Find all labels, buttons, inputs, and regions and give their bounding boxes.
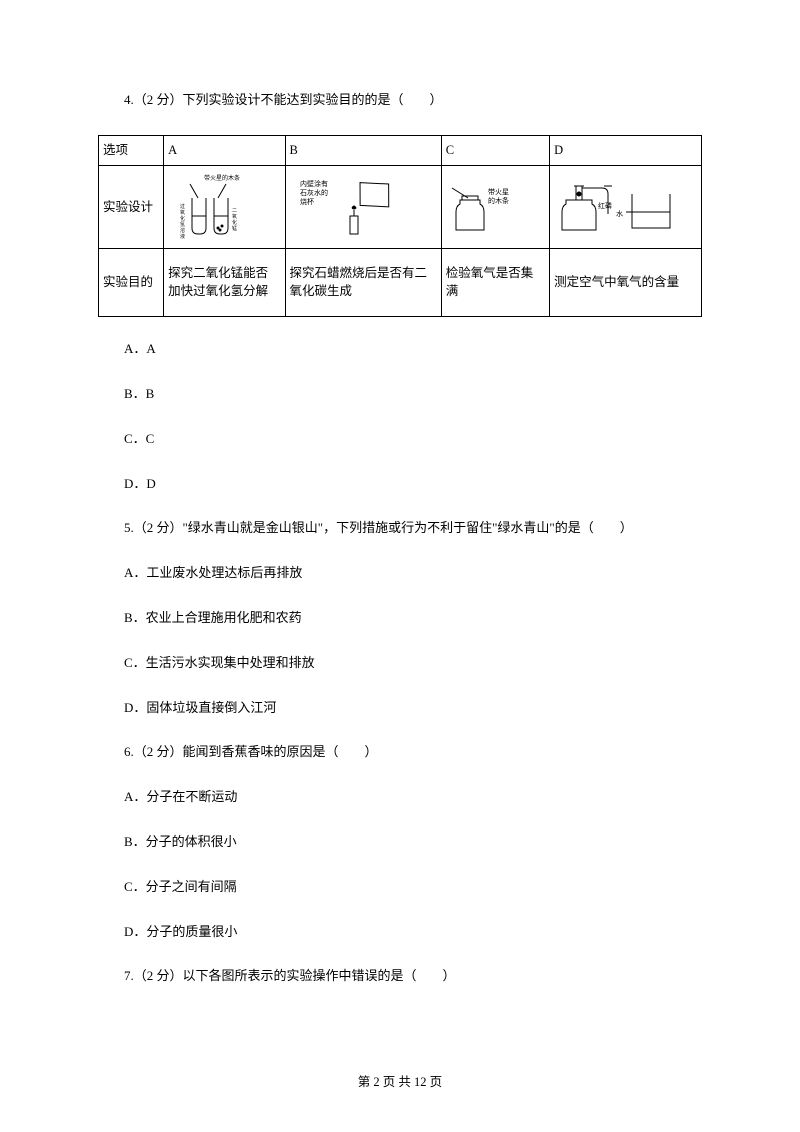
- svg-text:水: 水: [616, 209, 623, 218]
- page-footer: 第 2 页 共 12 页: [0, 1071, 800, 1090]
- svg-text:内壁涂有: 内壁涂有: [300, 179, 328, 188]
- q6-opt-c: C．分子之间有间隔: [98, 877, 702, 898]
- cell-design-a: 带火星的木条 过 氧 化 氢 溶 液 二 氧 化 锰: [164, 166, 285, 249]
- svg-text:化: 化: [232, 219, 237, 226]
- q4-stem: 4.（2 分）下列实验设计不能达到实验目的的是（ ）: [98, 90, 702, 111]
- q4-opt-a: A．A: [98, 339, 702, 360]
- q6-stem: 6.（2 分）能闻到香蕉香味的原因是（ ）: [98, 742, 702, 763]
- svg-text:烧杯: 烧杯: [300, 197, 314, 206]
- q5-opt-d: D．固体垃圾直接倒入江河: [98, 698, 702, 719]
- bottle-splint-icon: 带火星 的木条: [446, 172, 536, 242]
- svg-text:过: 过: [180, 203, 185, 210]
- svg-text:氢: 氢: [180, 221, 185, 228]
- row-purpose-label: 实验目的: [99, 249, 164, 317]
- svg-text:的木条: 的木条: [488, 196, 509, 205]
- th-d: D: [550, 135, 702, 166]
- svg-text:锰: 锰: [232, 225, 237, 232]
- q4-opt-d: D．D: [98, 474, 702, 495]
- experiment-table: 选项 A B C D 实验设计 带火星的木条 过 氧 化 氢 溶: [98, 135, 702, 318]
- q6-opt-b: B．分子的体积很小: [98, 832, 702, 853]
- th-a: A: [164, 135, 285, 166]
- q5-opt-a: A．工业废水处理达标后再排放: [98, 563, 702, 584]
- svg-text:带火星: 带火星: [488, 188, 509, 196]
- svg-text:溶: 溶: [180, 227, 185, 234]
- cell-design-d: 红磷 水: [550, 166, 702, 249]
- th-c: C: [441, 135, 549, 166]
- cell-purpose-d: 测定空气中氧气的含量: [550, 249, 702, 317]
- gas-collection-icon: 红磷 水: [554, 172, 684, 242]
- svg-text:液: 液: [180, 233, 185, 240]
- beaker-candle-icon: 内壁涂有 石灰水的 烧杯: [290, 172, 420, 242]
- svg-text:二: 二: [232, 208, 237, 214]
- svg-text:化: 化: [180, 215, 185, 222]
- cell-design-c: 带火星 的木条: [441, 166, 549, 249]
- q5-opt-b: B．农业上合理施用化肥和农药: [98, 608, 702, 629]
- svg-text:带火星的木条: 带火星的木条: [204, 174, 240, 182]
- cell-purpose-b: 探究石蜡燃烧后是否有二氧化碳生成: [285, 249, 441, 317]
- cell-design-b: 内壁涂有 石灰水的 烧杯: [285, 166, 441, 249]
- svg-text:红磷: 红磷: [598, 201, 612, 210]
- th-b: B: [285, 135, 441, 166]
- q5-stem: 5.（2 分）"绿水青山就是金山银山"，下列措施或行为不利于留住"绿水青山"的是…: [98, 518, 702, 539]
- q7-stem: 7.（2 分）以下各图所表示的实验操作中错误的是（ ）: [98, 966, 702, 987]
- th-option: 选项: [99, 135, 164, 166]
- svg-text:氧: 氧: [180, 209, 185, 216]
- q6-opt-d: D．分子的质量很小: [98, 922, 702, 943]
- q4-opt-b: B．B: [98, 384, 702, 405]
- q6-opt-a: A．分子在不断运动: [98, 787, 702, 808]
- q4-opt-c: C．C: [98, 429, 702, 450]
- row-design-label: 实验设计: [99, 166, 164, 249]
- cell-purpose-c: 检验氧气是否集满: [441, 249, 549, 317]
- tube-icon: 带火星的木条 过 氧 化 氢 溶 液 二 氧 化 锰: [168, 172, 268, 242]
- cell-purpose-a: 探究二氧化锰能否加快过氧化氢分解: [164, 249, 285, 317]
- q5-opt-c: C．生活污水实现集中处理和排放: [98, 653, 702, 674]
- svg-text:石灰水的: 石灰水的: [300, 188, 328, 197]
- svg-text:氧: 氧: [232, 213, 237, 220]
